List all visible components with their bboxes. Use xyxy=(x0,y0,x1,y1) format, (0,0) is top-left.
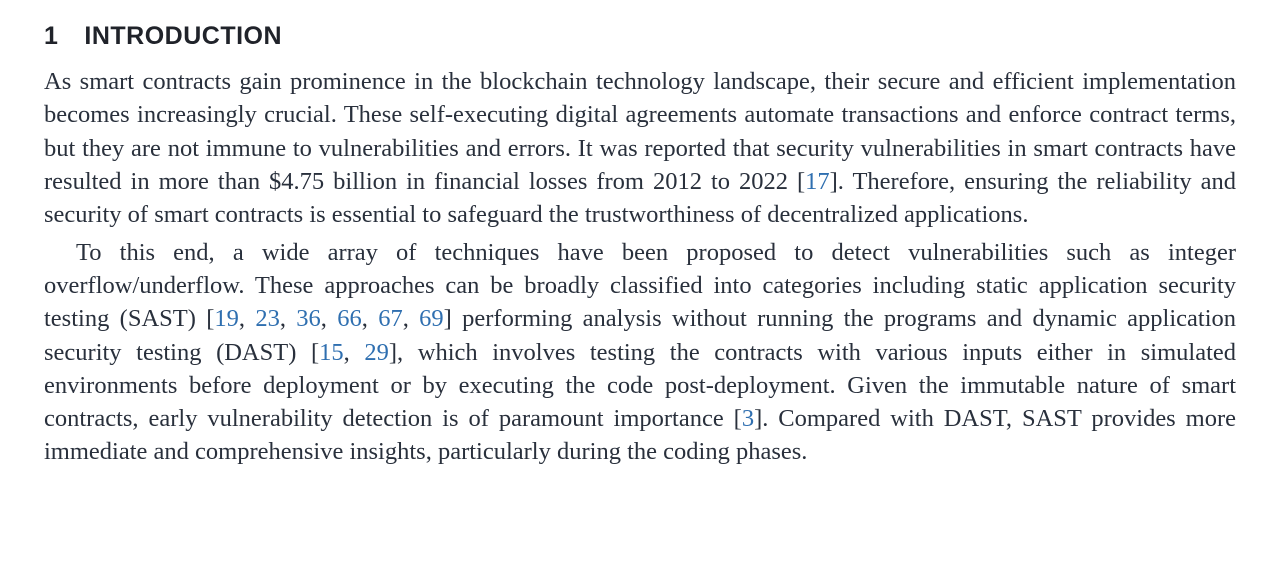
citation-link[interactable]: 15 xyxy=(319,339,344,366)
citation-link[interactable]: 67 xyxy=(378,305,403,332)
citation-link[interactable]: 19 xyxy=(214,305,239,332)
paragraph-2: To this end, a wide array of techniques … xyxy=(44,236,1236,469)
citation-link[interactable]: 69 xyxy=(419,305,444,332)
text-run: , xyxy=(239,305,255,332)
citation-link[interactable]: 3 xyxy=(742,405,754,432)
citation-link[interactable]: 23 xyxy=(255,305,280,332)
text-run: , xyxy=(321,305,337,332)
paper-page: 1 INTRODUCTION As smart contracts gain pr… xyxy=(0,0,1280,503)
text-run: , xyxy=(344,339,365,366)
section-heading: 1 INTRODUCTION xyxy=(44,22,1236,51)
text-run: , xyxy=(362,305,378,332)
paragraph-1: As smart contracts gain prominence in th… xyxy=(44,65,1236,232)
citation-link[interactable]: 36 xyxy=(296,305,321,332)
text-run: , xyxy=(403,305,419,332)
citation-link[interactable]: 29 xyxy=(364,339,389,366)
section-number: 1 xyxy=(44,22,58,51)
text-run: , xyxy=(280,305,296,332)
section-title: INTRODUCTION xyxy=(84,22,282,50)
citation-link[interactable]: 17 xyxy=(805,168,830,195)
citation-link[interactable]: 66 xyxy=(337,305,362,332)
